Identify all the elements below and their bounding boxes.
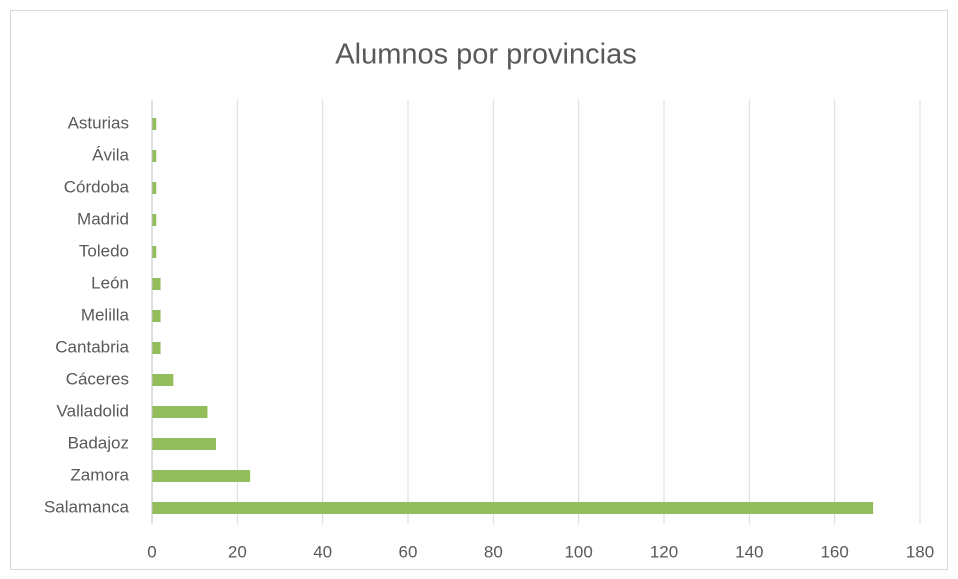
y-tick-label: Badajoz: [68, 433, 129, 452]
bar: [152, 246, 157, 258]
bar: [152, 342, 161, 354]
bar: [152, 502, 874, 514]
bar: [152, 118, 157, 130]
bar: [152, 278, 161, 290]
y-tick-label: Asturias: [68, 113, 129, 132]
y-tick-label: Madrid: [77, 209, 129, 228]
y-tick-label: Salamanca: [44, 497, 130, 516]
y-tick-label: Valladolid: [57, 401, 129, 420]
x-tick-label: 160: [820, 542, 848, 561]
x-tick-label: 180: [906, 542, 934, 561]
x-tick-label: 120: [650, 542, 678, 561]
chart-title: Alumnos por provincias: [335, 39, 636, 71]
x-tick-label: 0: [147, 542, 156, 561]
bar: [152, 374, 174, 386]
x-tick-label: 40: [313, 542, 332, 561]
y-tick-label: Cáceres: [66, 369, 129, 388]
x-tick-label: 80: [484, 542, 503, 561]
y-tick-label: Ávila: [92, 145, 129, 164]
chart-border: [10, 10, 948, 570]
y-tick-label: León: [91, 273, 129, 292]
x-tick-label: 60: [399, 542, 418, 561]
bar: [152, 406, 208, 418]
y-tick-label: Zamora: [70, 465, 129, 484]
y-tick-label: Melilla: [81, 305, 130, 324]
y-tick-label: Córdoba: [64, 177, 130, 196]
bar: [152, 470, 251, 482]
y-tick-label: Toledo: [79, 241, 129, 260]
x-tick-label: 100: [564, 542, 592, 561]
y-tick-label: Cantabria: [55, 337, 129, 356]
bar: [152, 438, 216, 450]
bar: [152, 182, 157, 194]
x-tick-label: 20: [228, 542, 247, 561]
bar: [152, 150, 157, 162]
x-tick-label: 140: [735, 542, 763, 561]
bar: [152, 310, 161, 322]
bar: [152, 214, 157, 226]
